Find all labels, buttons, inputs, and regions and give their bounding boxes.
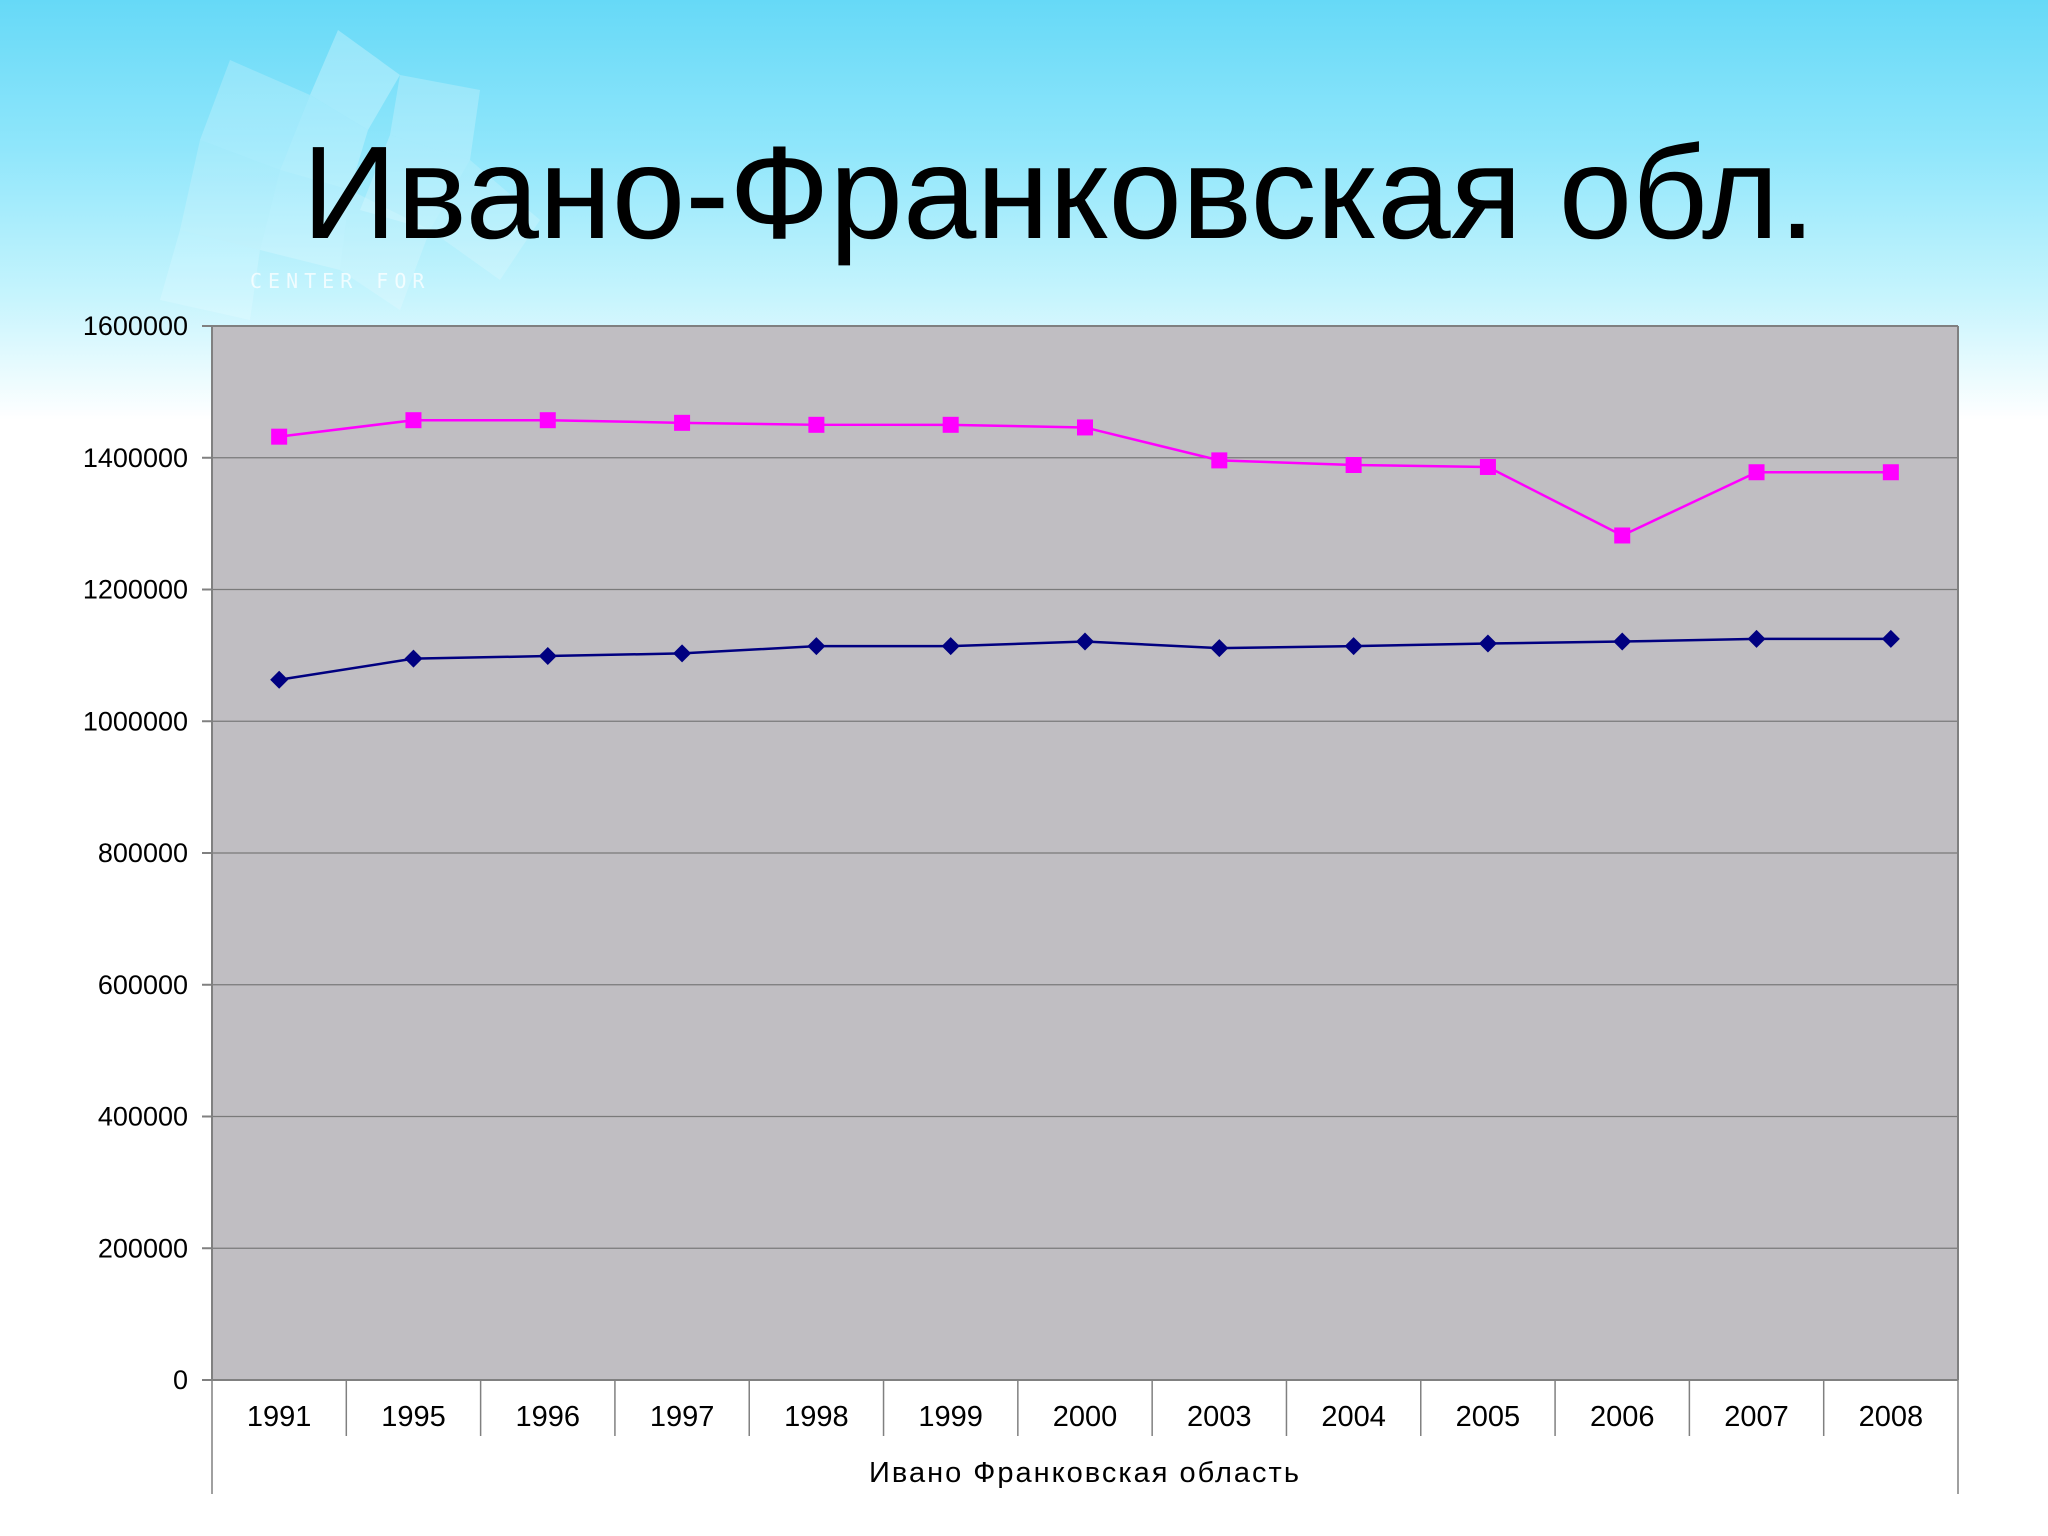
x-tick-label: 2008: [1859, 1401, 1924, 1433]
x-axis-title: Ивано Франковская область: [869, 1457, 1301, 1489]
data-point: [808, 416, 825, 433]
data-point: [1077, 419, 1093, 436]
y-axis-ticks: 0 200000 400000 600000 800000 1000000 1200000 1…: [83, 311, 212, 1395]
x-tick-label: 2007: [1724, 1401, 1789, 1433]
x-tick-label: 1997: [650, 1401, 715, 1433]
logo-watermark-icon: [160, 30, 540, 320]
data-point: [941, 637, 960, 656]
y-tick-label: 400000: [98, 1102, 188, 1132]
slide-title: Ивано-Франковская обл.: [302, 119, 1816, 266]
data-point: [674, 414, 691, 431]
x-tick-label: 2006: [1590, 1401, 1655, 1433]
x-tick-label: 1996: [516, 1401, 581, 1433]
logo-text: CENTER FOR: [250, 269, 431, 293]
data-point: [270, 670, 289, 689]
data-point: [538, 647, 557, 666]
data-point: [1882, 464, 1899, 481]
x-tick-label: 2004: [1321, 1401, 1386, 1433]
y-tick-label: 1400000: [83, 443, 188, 473]
data-point: [404, 649, 423, 668]
x-axis-categories: 1991 1995 1996 1997 1998 1999 2000 2003 2004 2005…: [211, 1380, 1959, 1494]
data-point: [807, 637, 826, 656]
y-tick-label: 1000000: [83, 706, 188, 736]
data-point: [942, 416, 959, 433]
x-tick-label: 2005: [1456, 1401, 1521, 1433]
data-point: [1881, 629, 1900, 648]
y-tick-label: 200000: [98, 1233, 188, 1263]
x-tick-label: 2000: [1053, 1401, 1118, 1433]
x-tick-label: 1995: [381, 1401, 446, 1433]
data-point: [405, 412, 422, 429]
data-point: [271, 428, 288, 445]
series-2: [270, 629, 1900, 689]
data-point: [1344, 637, 1363, 656]
y-tick-label: 800000: [98, 838, 188, 868]
y-tick-label: 1600000: [83, 311, 188, 341]
data-point: [1747, 629, 1766, 648]
data-point: [1345, 456, 1362, 473]
data-point: [1076, 632, 1094, 651]
y-tick-label: 0: [173, 1365, 188, 1395]
data-point: [539, 412, 556, 429]
x-tick-label: 1999: [918, 1401, 983, 1433]
data-point: [1613, 632, 1632, 651]
gridlines: [212, 457, 1958, 1249]
series-1: [271, 412, 1899, 544]
y-tick-label: 1200000: [83, 575, 188, 605]
data-point: [1614, 527, 1631, 544]
y-tick-label: 600000: [98, 970, 188, 1000]
data-point: [673, 644, 692, 663]
data-point: [1748, 464, 1765, 481]
data-point: [1210, 639, 1229, 658]
series-layer: [270, 412, 1900, 689]
data-point: [1478, 634, 1497, 653]
data-point: [1211, 452, 1228, 469]
x-tick-label: 1998: [784, 1401, 849, 1433]
x-tick-label: 2003: [1187, 1401, 1252, 1433]
x-tick-label: 1991: [247, 1401, 312, 1433]
data-point: [1479, 458, 1496, 475]
